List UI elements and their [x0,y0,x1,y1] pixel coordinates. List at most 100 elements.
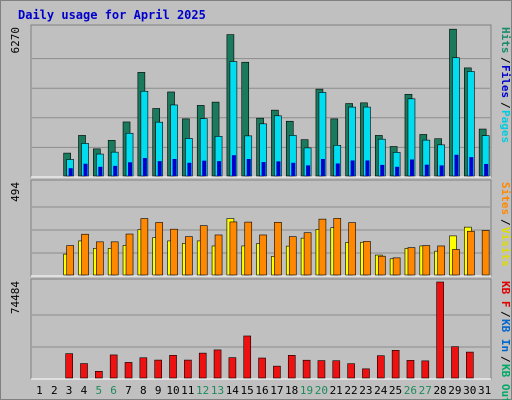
kbytes-bar [421,360,430,379]
visits-legend-item: Visits [499,227,512,267]
sites-bar [229,221,238,276]
files-bar [142,158,147,176]
files-bar [454,154,459,176]
files-bar [350,160,355,176]
sites-bar [259,234,267,276]
usage-legend-item: Pages [499,110,512,143]
sites-bar [303,232,312,276]
kbytes-bar [243,335,252,379]
day-label: 23 [359,384,372,397]
files-bar [380,164,385,176]
kbytes-bar [169,355,177,379]
files-bar [83,163,88,176]
files-bar [231,155,236,176]
visits-legend-item: Sites [499,182,512,215]
kbytes-bar [80,363,88,379]
day-label: 19 [300,384,313,397]
kbytes-bar [332,360,341,379]
day-label: 27 [419,384,432,397]
kbytes-legend-separator: / [499,356,512,363]
kbytes-bar [228,357,237,379]
kbytes-bar [406,360,415,379]
files-bar [306,165,311,176]
kbytes-bar [287,355,296,379]
day-label: 12 [196,384,209,397]
sites-bar [81,233,89,276]
sites-bar [214,234,223,276]
kbytes-bar [391,349,400,379]
day-label: 7 [125,384,132,397]
sites-bar [481,230,490,276]
sites-bar [437,245,445,276]
kbytes-bar [466,351,474,379]
files-bar [291,162,296,176]
kbytes-bar [184,359,192,379]
sites-bar [185,236,193,276]
chart-title: Daily usage for April 2025 [18,8,206,22]
kbytes-bar [347,363,355,379]
files-bar [335,163,340,176]
sites-bar [452,249,460,276]
kbytes-legend-separator: / [499,311,512,318]
files-bar [113,165,118,176]
files-bar [365,160,370,176]
sites-bar [125,233,134,276]
day-label: 16 [255,384,268,397]
day-label: 25 [389,384,402,397]
kbytes-bar [317,360,326,379]
day-label: 30 [463,384,476,397]
day-label: 15 [241,384,254,397]
day-label: 31 [478,384,491,397]
day-label: 3 [66,384,73,397]
day-label: 5 [95,384,102,397]
sites-bar [170,228,178,276]
kbytes-bar [436,281,444,379]
kbytes-bar [95,370,103,379]
kbytes-legend-item: KB F [499,281,512,308]
kbytes-bar [302,359,311,379]
kbytes-bar [376,355,385,379]
day-label: 4 [81,384,88,397]
files-bar [276,161,281,176]
sites-bar [377,255,386,276]
day-label: 17 [270,384,283,397]
day-label: 24 [374,384,388,397]
files-bar [320,159,325,176]
sites-bar [110,241,119,276]
sites-bar [318,218,327,276]
files-bar [157,161,162,176]
kbytes-bar [273,365,281,379]
day-label: 9 [155,384,162,397]
day-label: 8 [140,384,147,397]
sites-bar [422,245,431,276]
day-label: 1 [36,384,43,397]
day-label: 20 [315,384,328,397]
sites-bar [199,225,208,276]
sites-bar [392,257,401,276]
day-label: 28 [433,384,446,397]
sites-bar [467,230,475,276]
sites-bar [333,218,342,276]
sites-bar [244,221,253,276]
day-label: 18 [285,384,298,397]
day-label: 21 [330,384,343,397]
files-bar [202,160,207,176]
visits-legend-separator: / [499,219,512,226]
kbytes-bar [213,349,222,379]
sites-bar [288,236,297,276]
day-label: 29 [448,384,461,397]
sites-bar [274,221,282,276]
kbytes-bar [198,352,207,379]
files-bar [246,159,251,176]
day-label: 10 [166,384,179,397]
files-bar [128,162,133,176]
kbytes-ymax-label: 74484 [9,281,22,314]
files-bar [439,165,444,176]
usage-legend-item: Hits [499,27,512,54]
day-label: 6 [110,384,117,397]
visits-ymax-label: 494 [9,182,22,202]
kbytes-bar [109,354,118,379]
sites-bar [348,222,356,276]
